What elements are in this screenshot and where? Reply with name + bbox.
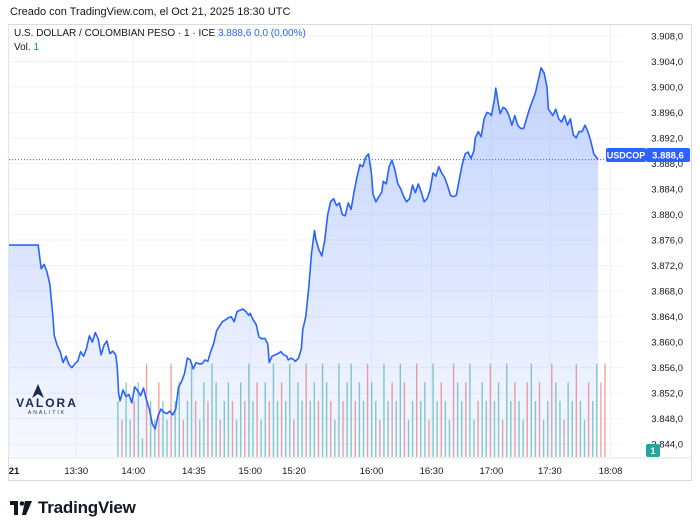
tradingview-logo-text: TradingView xyxy=(38,498,136,517)
price-tick-label: 3.852,0 xyxy=(651,389,683,400)
volume-bar xyxy=(600,382,602,457)
price-tick-label: 3.876,0 xyxy=(651,236,683,247)
price-tag-symbol: USDCOP xyxy=(607,151,646,161)
time-tick-label: 18:08 xyxy=(599,466,623,477)
price-tick-label: 3.868,0 xyxy=(651,287,683,298)
price-tick-label: 3.844,0 xyxy=(651,440,683,451)
legend-volume-row: Vol. 1 xyxy=(14,42,39,53)
time-tick-label: 17:00 xyxy=(480,466,504,477)
time-tick-label: 16:30 xyxy=(420,466,444,477)
price-area-fill xyxy=(9,67,599,458)
volume-bar xyxy=(604,363,606,457)
price-tick-label: 3.892,0 xyxy=(651,133,683,144)
volume-tag-bg xyxy=(646,444,660,457)
price-tick-label: 3.848,0 xyxy=(651,414,683,425)
price-tag-value-bg xyxy=(646,148,690,162)
time-tick-label: 21 xyxy=(9,466,20,477)
valora-logo-icon xyxy=(32,384,44,398)
valora-watermark: VALORA ANALITIK xyxy=(12,380,82,416)
price-tick-label: 3.880,0 xyxy=(651,210,683,221)
price-tick-label: 3.896,0 xyxy=(651,108,683,119)
price-tag: USDCOP 3.888,6 xyxy=(606,148,690,162)
time-tick-label: 16:00 xyxy=(360,466,384,477)
price-tick-label: 3.872,0 xyxy=(651,261,683,272)
price-tick-label: 3.888,0 xyxy=(651,159,683,170)
legend-change: 0,0 (0,00%) xyxy=(254,28,306,39)
created-with-text: Creado con TradingView.com, el Oct 21, 2… xyxy=(10,6,291,18)
valora-name: VALORA xyxy=(16,396,78,410)
price-axis[interactable]: 3.844,0 3.848,0 3.852,0 3.856,0 3.860,0 3.864… xyxy=(651,31,683,450)
volume-bar xyxy=(170,363,172,457)
price-tick-label: 3.864,0 xyxy=(651,312,683,323)
time-tick-label: 15:00 xyxy=(238,466,262,477)
legend-symbol: U.S. DOLLAR / COLOMBIAN PESO · 1 · ICE xyxy=(14,28,216,39)
price-tick-label: 3.904,0 xyxy=(651,57,683,68)
time-axis[interactable]: 21 13:30 14:00 14:35 15:00 15:20 16:00 16:30 17:… xyxy=(9,466,623,477)
legend-symbol-row: U.S. DOLLAR / COLOMBIAN PESO · 1 · ICE 3… xyxy=(14,28,306,39)
price-line xyxy=(9,67,599,430)
time-tick-label: 15:20 xyxy=(282,466,306,477)
volume-tag: 1 xyxy=(646,444,660,457)
volume-tag-value: 1 xyxy=(650,446,655,456)
valora-sub: ANALITIK xyxy=(27,410,67,416)
time-tick-label: 14:00 xyxy=(121,466,145,477)
price-tick-label: 3.860,0 xyxy=(651,338,683,349)
price-tick-label: 3.856,0 xyxy=(651,363,683,374)
legend-vol-value: 1 xyxy=(33,42,40,53)
price-tag-symbol-bg xyxy=(606,148,646,162)
price-tick-label: 3.908,0 xyxy=(651,31,683,42)
tradingview-logo-icon xyxy=(10,501,32,515)
price-tick-label: 3.900,0 xyxy=(651,82,683,93)
price-tag-value: 3.888,6 xyxy=(652,151,684,162)
time-tick-label: 14:35 xyxy=(182,466,206,477)
legend-vol-label: Vol. xyxy=(14,42,31,53)
price-tick-label: 3.884,0 xyxy=(651,184,683,195)
time-tick-label: 17:30 xyxy=(538,466,562,477)
tradingview-logo[interactable]: TradingView xyxy=(10,498,136,518)
legend-price: 3.888,6 xyxy=(217,28,252,39)
time-tick-label: 13:30 xyxy=(64,466,88,477)
